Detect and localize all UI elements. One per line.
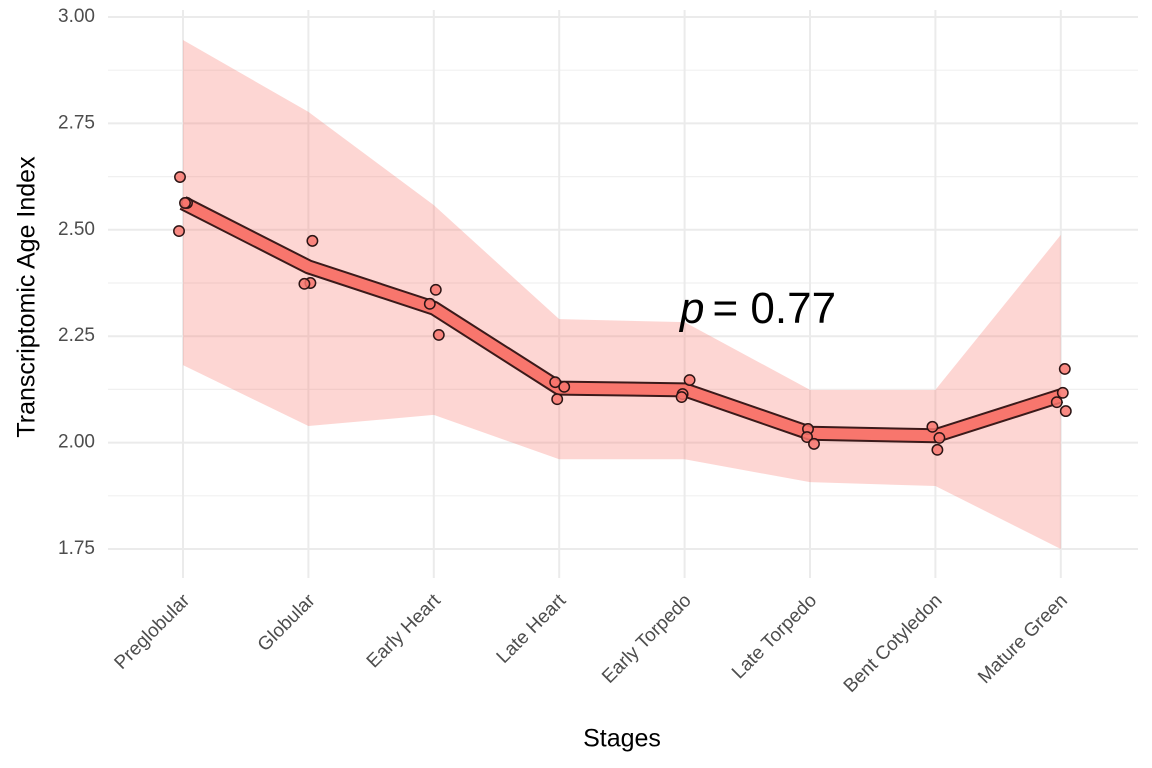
data-point [298, 277, 311, 290]
data-point [1059, 405, 1072, 418]
data-point [931, 443, 944, 456]
annotation-symbol: p [678, 284, 704, 333]
data-point [549, 376, 562, 389]
data-point [174, 171, 186, 183]
data-point [423, 297, 436, 310]
x-tick-label: Bent Cotyledon [840, 590, 947, 697]
y-tick-label: 2.50 [58, 219, 95, 240]
data-point [551, 393, 564, 406]
y-tick-label: 1.75 [58, 538, 95, 559]
data-point [179, 197, 191, 209]
data-point [801, 431, 813, 444]
data-point [1056, 386, 1069, 399]
x-axis-title: Stages [583, 725, 661, 753]
data-point [808, 437, 820, 450]
data-point [429, 283, 442, 296]
data-point [926, 420, 939, 433]
data-point [675, 391, 688, 404]
data-point [432, 328, 445, 341]
x-tick-label: Late Torpedo [728, 590, 821, 683]
x-tick-label: Early Torpedo [598, 590, 696, 688]
data-point [1058, 363, 1071, 375]
y-axis-title: Transcriptomic Age Index [13, 156, 41, 438]
y-tick-label: 3.00 [58, 6, 95, 27]
y-tick-label: 2.00 [58, 432, 95, 453]
data-point [933, 431, 946, 444]
x-tick-label: Late Heart [493, 590, 571, 668]
data-point [306, 234, 319, 247]
data-point [683, 374, 696, 386]
y-tick-label: 2.25 [58, 325, 95, 346]
data-point [1050, 396, 1063, 409]
data-point [558, 380, 571, 393]
confidence-ribbon [183, 39, 1061, 550]
x-tick-label: Preglobular [111, 590, 195, 674]
y-tick-label: 2.75 [58, 112, 95, 133]
x-tick-label: Globular [254, 590, 320, 656]
x-tick-label: Mature Green [974, 590, 1072, 688]
data-point [173, 225, 185, 238]
x-tick-label: Early Heart [363, 590, 446, 673]
annotation: p = 0.77 [678, 284, 836, 333]
annotation-text: = 0.77 [712, 284, 836, 333]
line [180, 198, 1063, 442]
